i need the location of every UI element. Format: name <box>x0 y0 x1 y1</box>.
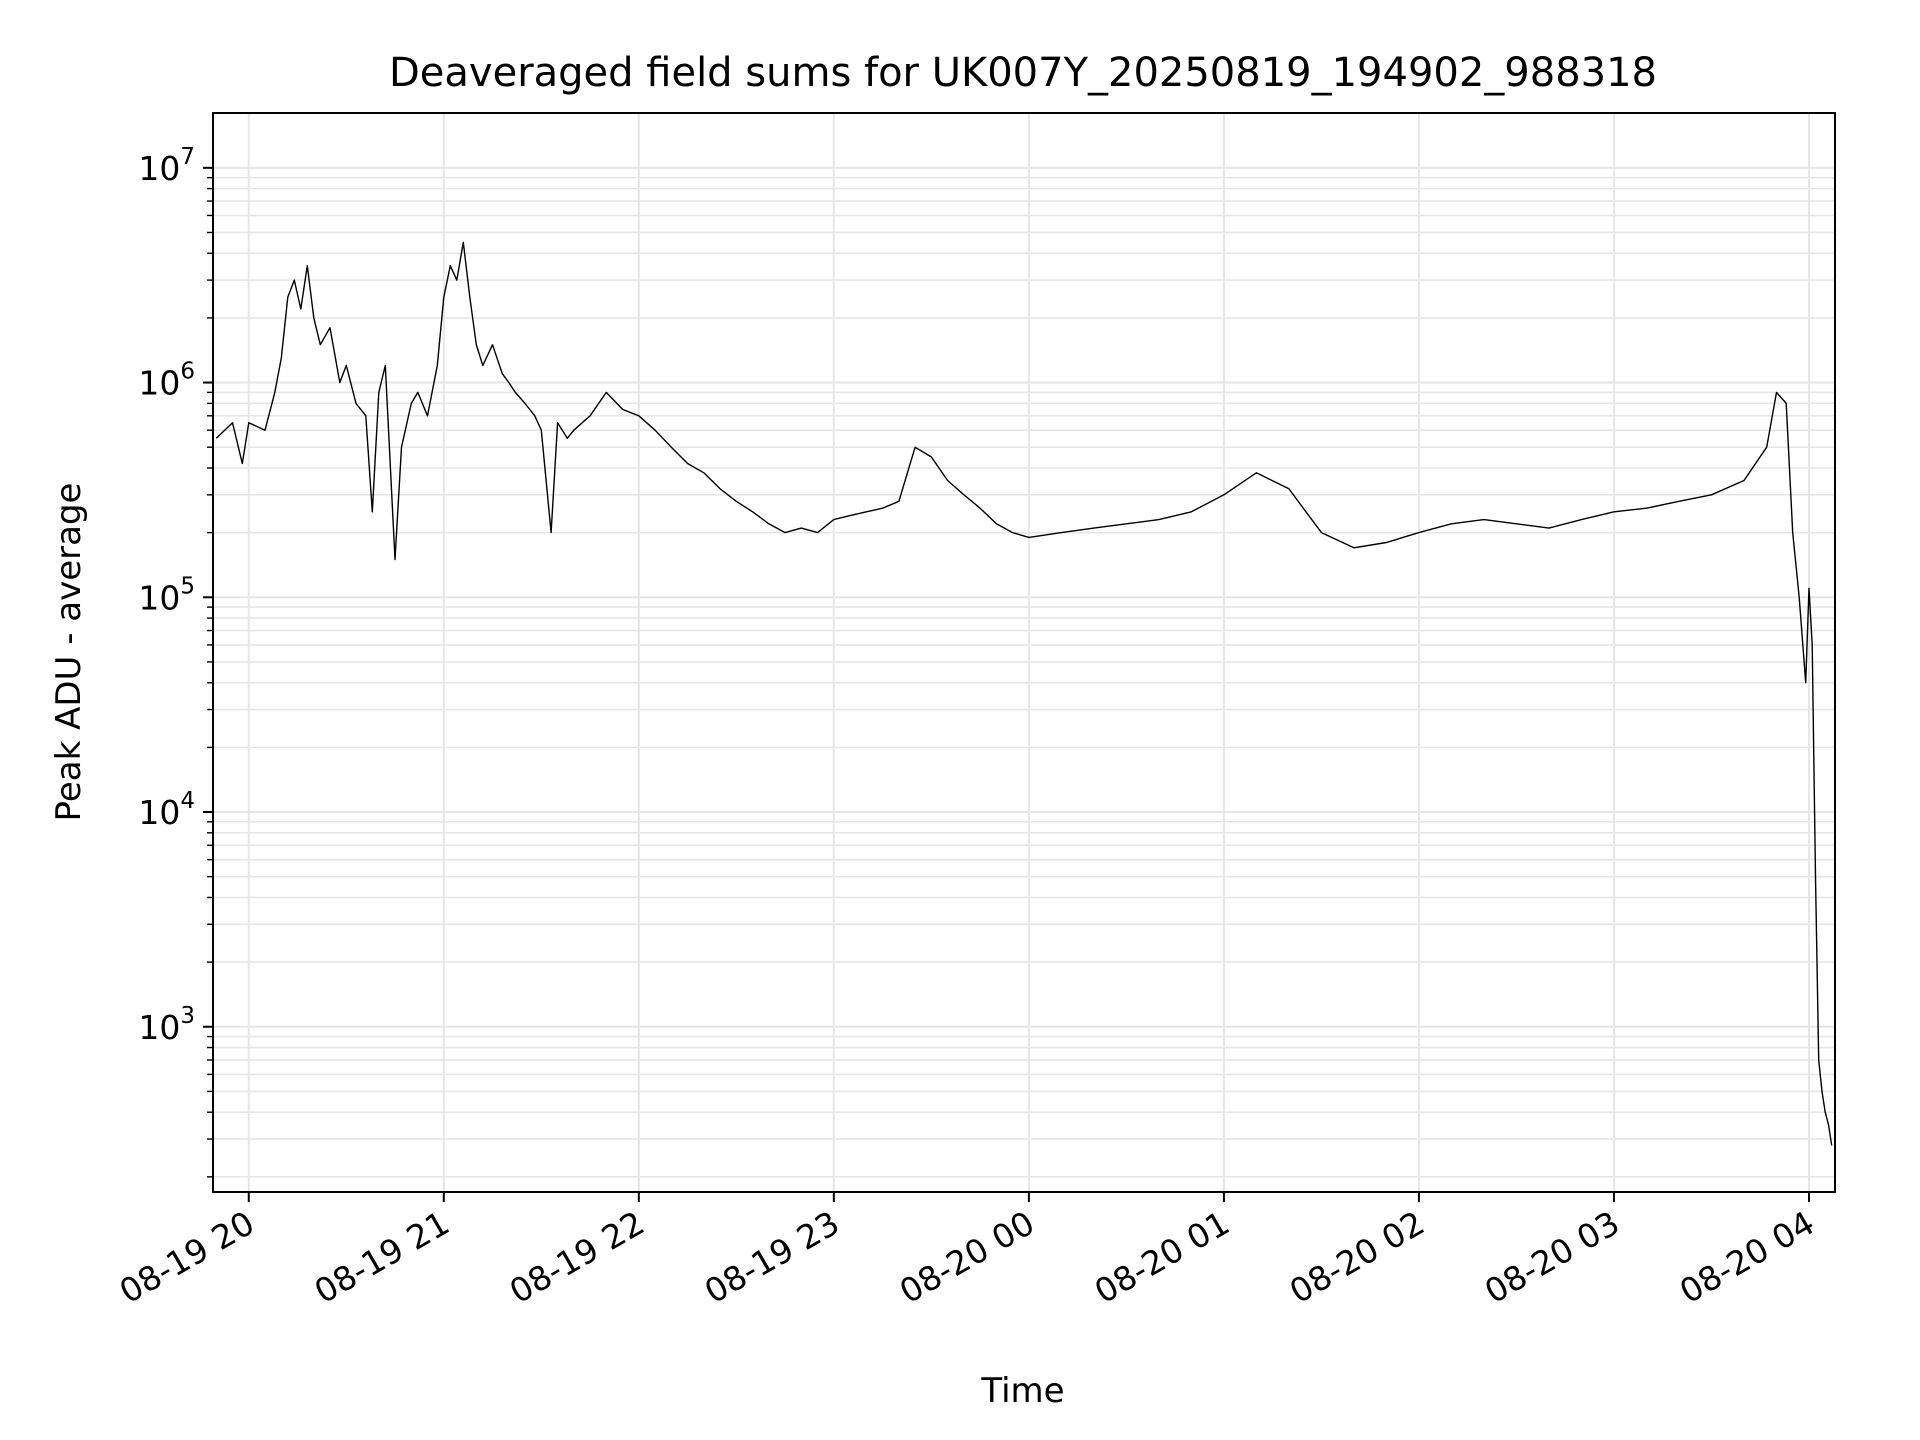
y-tick-label: 103 <box>138 1003 195 1047</box>
y-tick-label: 107 <box>138 144 195 188</box>
data-series-line <box>215 241 1833 1146</box>
y-axis-label: Peak ADU - average <box>49 483 89 822</box>
y-tick-label: 105 <box>138 573 195 617</box>
chart-title: Deaveraged field sums for UK007Y_2025081… <box>389 50 1657 96</box>
plot-frame <box>212 112 1836 1193</box>
y-tick-label: 106 <box>138 359 195 403</box>
y-tick-label: 104 <box>138 788 195 832</box>
minor-grid <box>213 176 1835 1178</box>
major-grid <box>213 113 1835 1192</box>
x-axis-label: Time <box>980 1371 1064 1411</box>
y-axis: 103 104 105 106 107 <box>138 144 213 1178</box>
